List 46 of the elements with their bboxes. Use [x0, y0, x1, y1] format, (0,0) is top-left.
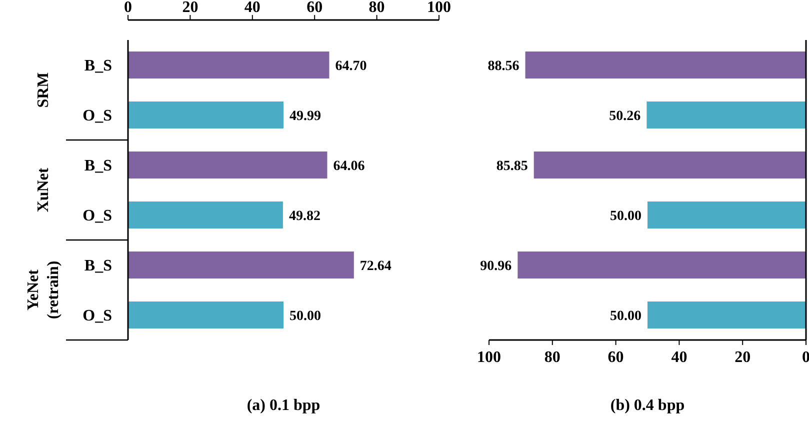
text: (b) 0.4 bpp — [610, 397, 685, 414]
bar — [128, 52, 330, 78]
data-label: 64.70 — [335, 58, 367, 74]
y-tick-label: B_S — [84, 158, 112, 175]
bar — [534, 152, 806, 178]
bar — [128, 202, 283, 228]
x-tick-label: 40 — [671, 349, 688, 366]
x-tick-label: 20 — [734, 349, 751, 366]
text: XuNet — [35, 167, 52, 212]
y-tick-label: O_S — [82, 208, 112, 225]
text: (a) 0.1 bpp — [246, 397, 320, 414]
x-tick-label: 60 — [306, 0, 323, 16]
x-tick-label: 20 — [182, 0, 198, 16]
data-label: 49.99 — [289, 108, 321, 124]
bar — [128, 102, 284, 128]
x-tick-label: 80 — [368, 0, 385, 16]
x-tick-label: 100 — [427, 0, 451, 16]
data-label: 50.00 — [610, 208, 642, 224]
text: YeNet (retrain) — [25, 260, 62, 320]
data-label: 88.56 — [488, 58, 520, 74]
x-tick-label: 60 — [608, 349, 624, 366]
y-tick-label: O_S — [82, 308, 112, 325]
bar — [128, 302, 284, 328]
bar — [518, 252, 806, 278]
bar — [648, 202, 806, 228]
data-label: 50.26 — [609, 108, 641, 124]
bar — [525, 52, 806, 78]
data-label: 50.00 — [610, 308, 642, 324]
data-label: 72.64 — [360, 258, 392, 274]
data-label: 64.06 — [333, 158, 365, 174]
bar — [646, 102, 806, 128]
x-tick-label: 40 — [244, 0, 260, 16]
y-tick-label: B_S — [84, 58, 112, 75]
bar — [128, 252, 354, 278]
data-label: 90.96 — [480, 258, 512, 274]
bar — [128, 152, 328, 178]
x-tick-label: 80 — [544, 349, 560, 366]
y-tick-label: O_S — [82, 108, 112, 125]
y-tick-label: B_S — [84, 258, 112, 275]
data-label: 50.00 — [290, 308, 321, 324]
x-tick-label: 0 — [124, 0, 132, 16]
text: SRM — [35, 72, 52, 108]
data-label: 49.82 — [288, 208, 320, 224]
data-label: 85.85 — [496, 158, 528, 174]
bar — [648, 302, 806, 328]
x-tick-label: 100 — [477, 349, 501, 366]
